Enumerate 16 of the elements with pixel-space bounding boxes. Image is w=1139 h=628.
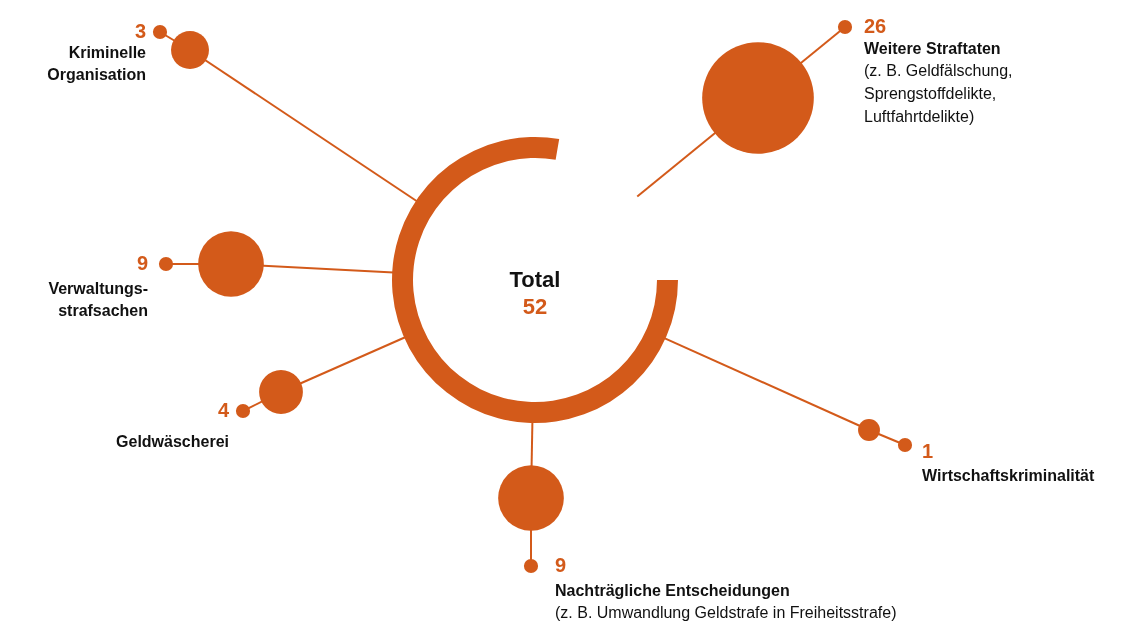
text: Total [509, 267, 561, 292]
data-label: 3 [134, 20, 146, 42]
data-label: 1 [922, 440, 934, 462]
category-label: Verwaltungs- strafsachen [48, 280, 148, 319]
category-label: Weitere Straftaten [864, 40, 1001, 57]
data-label: 9 [136, 252, 148, 274]
text: 52 [522, 294, 548, 319]
data-label: 26 [864, 15, 887, 37]
category-label: Nachträgliche Entscheidungen [555, 582, 790, 599]
category-label: Wirtschaftskriminalität [922, 467, 1096, 484]
data-label: 9 [555, 554, 567, 576]
data-label: 4 [217, 399, 230, 421]
category-label: Kriminelle Organisation [47, 44, 147, 83]
text: (z. B. Geldfälschung, Sprengstoffdelikte, Luftfahrtdelikte) [864, 62, 1013, 125]
category-label: Geldwäscherei [116, 433, 229, 450]
text: (z. B. Umwandlung Geldstrafe in Freiheitsstrafe) [555, 604, 897, 621]
